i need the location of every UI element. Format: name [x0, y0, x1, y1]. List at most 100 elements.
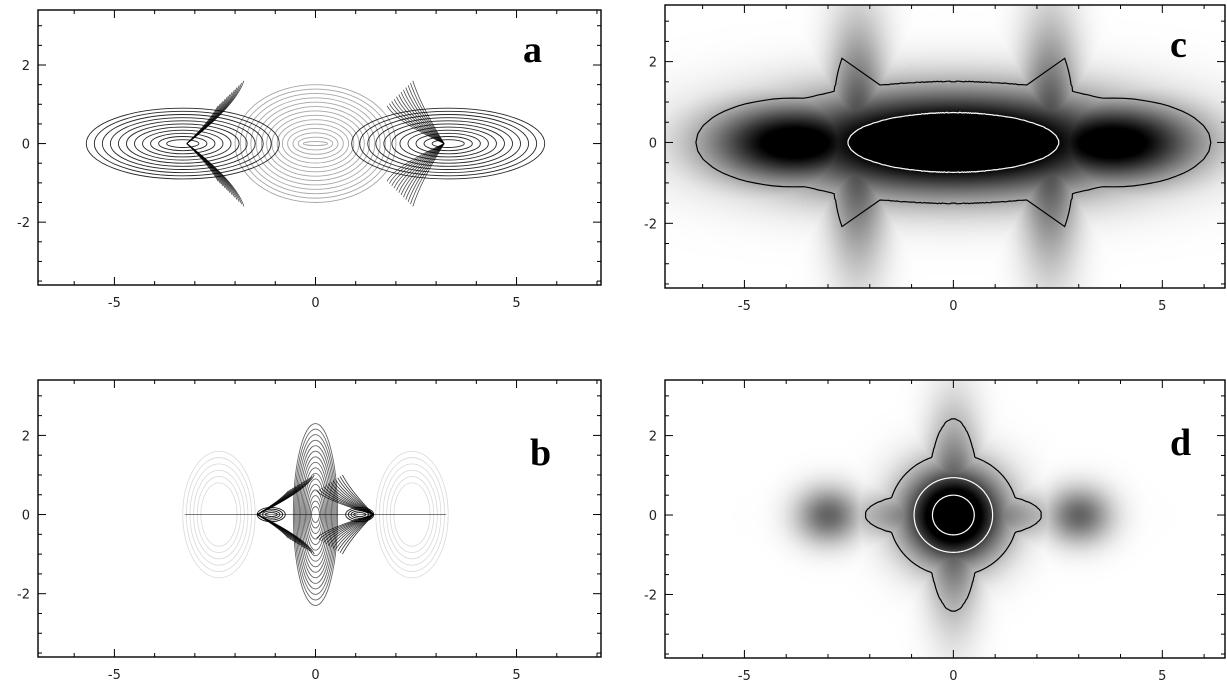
- curve: [389, 103, 445, 184]
- panel-label: d: [1170, 422, 1191, 464]
- curve: [410, 82, 445, 205]
- curve: [359, 110, 538, 177]
- curve: [260, 106, 371, 182]
- curve-family-2: [234, 84, 397, 203]
- curve: [85, 107, 280, 180]
- plot-frame: [664, 379, 1226, 659]
- curve: [276, 119, 355, 168]
- curve: [250, 97, 381, 190]
- curve: [423, 136, 473, 152]
- curve: [271, 114, 360, 173]
- curve: [256, 474, 315, 555]
- curve: [117, 120, 248, 167]
- curve: [367, 114, 530, 174]
- curve: [297, 136, 334, 151]
- curve: [407, 129, 489, 158]
- curve: [126, 123, 240, 164]
- curve: [186, 80, 245, 207]
- y-tick-label: 2: [649, 430, 657, 445]
- contour-0: [865, 418, 1042, 612]
- curve: [431, 139, 465, 148]
- curve: [383, 120, 513, 167]
- curve-family-1: [351, 107, 546, 180]
- x-tick-label: -5: [738, 669, 751, 684]
- density-image: [665, 380, 1225, 658]
- curve: [281, 123, 350, 164]
- curve: [101, 114, 264, 174]
- ticks: [665, 380, 1225, 658]
- plot-area: [182, 423, 449, 607]
- x-tick-label: 5: [512, 296, 520, 311]
- curve: [375, 117, 522, 170]
- ticks: [665, 5, 1225, 288]
- panel-label: b: [530, 432, 551, 474]
- curve: [302, 141, 328, 146]
- x-tick-label: -5: [108, 668, 121, 683]
- curve: [93, 110, 272, 177]
- y-tick-label: 0: [649, 136, 657, 151]
- curve: [391, 101, 445, 187]
- x-tick-label: -5: [108, 296, 121, 311]
- curve: [234, 84, 397, 203]
- plot-area: [85, 80, 546, 207]
- x-tick-label: 5: [1158, 299, 1166, 314]
- x-tick-label: 0: [311, 296, 319, 311]
- curve: [239, 88, 392, 199]
- panel-label: a: [523, 29, 542, 71]
- plot-area: [665, 5, 1225, 288]
- y-tick-label: -2: [644, 588, 657, 603]
- contour-1: [847, 111, 1060, 174]
- y-tick-label: -2: [17, 216, 30, 231]
- curve: [405, 87, 445, 200]
- density-canvas: [665, 380, 1225, 658]
- curve: [407, 85, 445, 202]
- panel-c: -5 0 5 -2 0 2 c: [644, 4, 1226, 314]
- y-tick-label: -2: [644, 217, 657, 232]
- curve: [150, 132, 216, 155]
- y-tick-label: 0: [22, 138, 30, 153]
- curve: [142, 129, 224, 158]
- contour-1: [913, 477, 994, 553]
- y-tick-label: 2: [22, 59, 30, 74]
- curve: [412, 80, 445, 207]
- curve: [351, 107, 546, 180]
- y-tick-label: -2: [17, 588, 30, 603]
- plot-area: [665, 380, 1225, 658]
- curve: [399, 126, 497, 161]
- panel-a: -5 0 5 -2 0 2 a: [17, 9, 602, 311]
- x-tick-label: 0: [311, 668, 319, 683]
- panel-d: -5 0 5 -2 0 2 d: [644, 379, 1226, 684]
- x-tick-label: 0: [949, 669, 957, 684]
- curve: [415, 132, 481, 155]
- panel-b: -5 0 5 -2 0 2 b: [17, 379, 602, 683]
- curve: [342, 474, 375, 555]
- ticks: [38, 10, 601, 285]
- plot-frame: [37, 9, 602, 286]
- curve: [287, 128, 344, 160]
- contour-2: [931, 494, 975, 536]
- y-tick-label: 2: [649, 56, 657, 71]
- density-canvas: [665, 5, 1225, 288]
- curve: [292, 132, 339, 155]
- curve: [398, 94, 445, 193]
- curve-family-4: [316, 474, 375, 555]
- curve: [396, 96, 445, 191]
- contour-0: [695, 57, 1212, 228]
- curve-family-4: [386, 80, 445, 207]
- curve: [391, 123, 505, 164]
- y-tick-label: 0: [22, 509, 30, 524]
- curve: [400, 91, 445, 196]
- curve-family-3: [186, 80, 245, 207]
- x-tick-label: 5: [512, 668, 520, 683]
- curve: [109, 117, 256, 170]
- plot-frame: [37, 379, 602, 658]
- x-tick-label: -5: [738, 299, 751, 314]
- panel-label: c: [1170, 24, 1187, 66]
- curve: [166, 139, 200, 148]
- curve: [245, 92, 386, 195]
- curve: [255, 101, 376, 186]
- curve: [186, 82, 242, 205]
- curve-family-3: [256, 474, 315, 555]
- curve-family-0: [85, 107, 280, 180]
